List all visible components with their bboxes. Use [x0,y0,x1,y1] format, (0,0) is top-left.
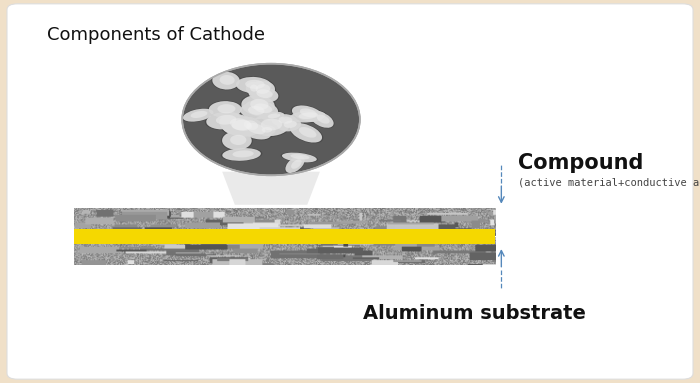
Ellipse shape [281,152,318,163]
Ellipse shape [256,84,270,94]
Ellipse shape [190,111,207,118]
Ellipse shape [262,127,272,133]
Ellipse shape [300,108,317,117]
Ellipse shape [256,125,276,135]
Ellipse shape [261,119,282,130]
Ellipse shape [256,89,273,98]
Ellipse shape [220,147,262,161]
Ellipse shape [237,119,272,139]
Ellipse shape [260,111,286,121]
Ellipse shape [218,113,260,137]
Ellipse shape [219,114,259,137]
Ellipse shape [181,108,215,122]
Ellipse shape [218,104,235,113]
Ellipse shape [216,115,237,124]
Ellipse shape [220,116,260,136]
Ellipse shape [244,120,258,130]
Ellipse shape [310,111,334,128]
Ellipse shape [248,81,275,98]
Ellipse shape [291,159,302,169]
Ellipse shape [230,118,252,131]
Ellipse shape [272,114,298,127]
Ellipse shape [222,116,258,136]
Ellipse shape [223,148,261,161]
Ellipse shape [221,131,253,151]
Ellipse shape [247,86,279,103]
Bar [74,229,495,244]
Text: Aluminum substrate: Aluminum substrate [363,304,586,323]
Text: Components of Cathode: Components of Cathode [48,26,265,44]
Ellipse shape [205,111,245,130]
Ellipse shape [276,118,302,132]
Ellipse shape [290,110,326,123]
Ellipse shape [279,116,293,124]
Ellipse shape [299,127,316,137]
Ellipse shape [262,112,284,121]
Ellipse shape [248,80,276,99]
Ellipse shape [234,76,273,94]
Ellipse shape [211,71,241,90]
Ellipse shape [286,156,304,173]
Polygon shape [222,172,320,205]
Ellipse shape [248,86,279,103]
Ellipse shape [254,103,272,113]
Text: (active material+conductive additive+binder): (active material+conductive additive+bin… [518,177,700,188]
Ellipse shape [235,118,273,140]
Ellipse shape [251,115,289,136]
Ellipse shape [236,77,272,93]
Ellipse shape [288,122,323,143]
Ellipse shape [267,113,280,118]
Ellipse shape [288,110,327,123]
Ellipse shape [284,121,297,128]
Ellipse shape [256,125,276,136]
Ellipse shape [244,100,279,118]
Ellipse shape [222,131,252,150]
Ellipse shape [207,100,243,118]
Ellipse shape [250,99,269,110]
Ellipse shape [237,117,262,134]
Ellipse shape [248,106,265,115]
Ellipse shape [236,116,264,135]
Ellipse shape [290,154,309,159]
Ellipse shape [246,82,260,95]
Ellipse shape [248,114,291,137]
Ellipse shape [246,123,265,134]
Ellipse shape [183,109,214,122]
Ellipse shape [182,64,360,175]
Ellipse shape [271,113,298,128]
Ellipse shape [292,105,323,122]
Ellipse shape [290,123,322,142]
Ellipse shape [212,72,240,90]
Ellipse shape [245,100,278,118]
Ellipse shape [232,120,251,130]
Ellipse shape [298,112,318,119]
Ellipse shape [316,115,330,124]
Ellipse shape [285,155,305,174]
Ellipse shape [277,118,301,131]
Ellipse shape [282,152,317,162]
Ellipse shape [245,81,261,95]
Ellipse shape [245,80,265,89]
Ellipse shape [230,135,246,145]
Ellipse shape [250,85,258,92]
Text: Compound: Compound [518,153,643,173]
Ellipse shape [240,103,270,119]
Ellipse shape [220,75,235,85]
Ellipse shape [240,94,276,116]
Ellipse shape [232,151,253,157]
Ellipse shape [309,111,335,128]
Ellipse shape [206,112,244,129]
Ellipse shape [290,105,324,123]
Ellipse shape [239,102,271,120]
Ellipse shape [241,95,275,116]
Ellipse shape [209,101,242,118]
